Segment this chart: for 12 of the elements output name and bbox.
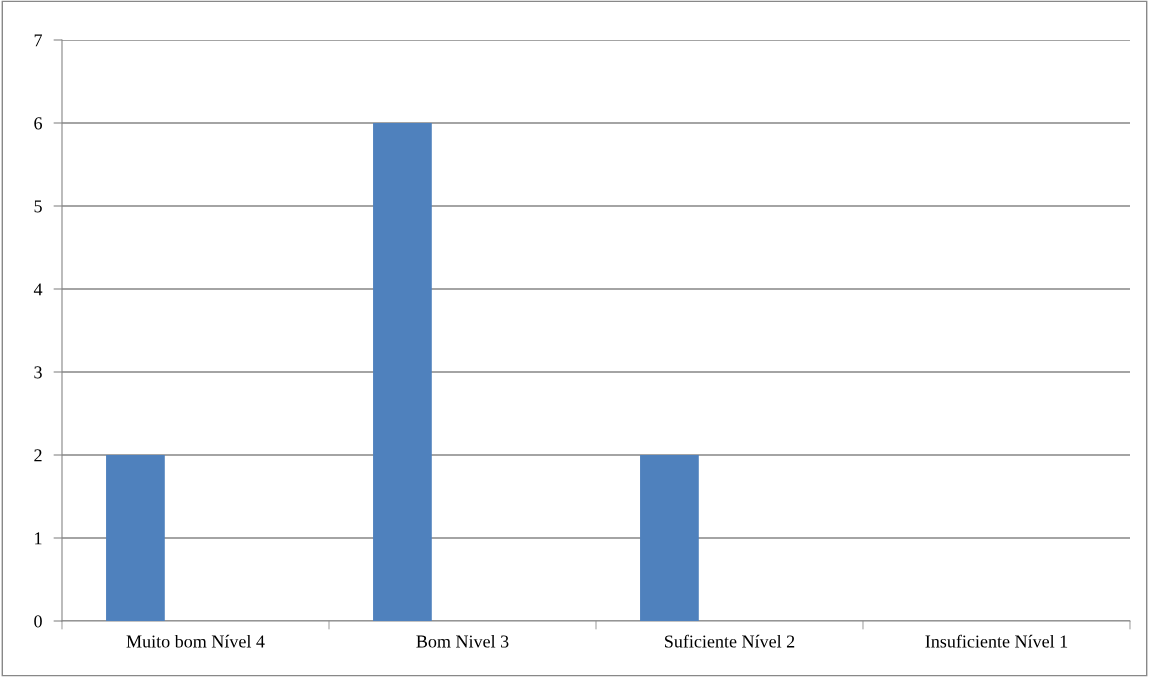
x-tick-label: Bom Nivel 3 [416, 634, 509, 648]
y-tick-label: 2 [34, 449, 42, 462]
x-tick-label: Suficiente Nível 2 [665, 634, 795, 648]
y-tick-label: 3 [34, 366, 42, 379]
y-tick-label: 0 [34, 615, 42, 628]
x-tick-label: Muito bom Nível 4 [126, 634, 265, 648]
y-tick-label: 4 [33, 283, 43, 296]
y-tick-label: 7 [34, 34, 43, 47]
y-tick-label: 6 [34, 117, 43, 130]
x-tick-label: Insuficiente Nível 1 [925, 634, 1068, 648]
y-tick-label: 1 [35, 532, 42, 545]
y-tick-label: 5 [34, 200, 42, 213]
